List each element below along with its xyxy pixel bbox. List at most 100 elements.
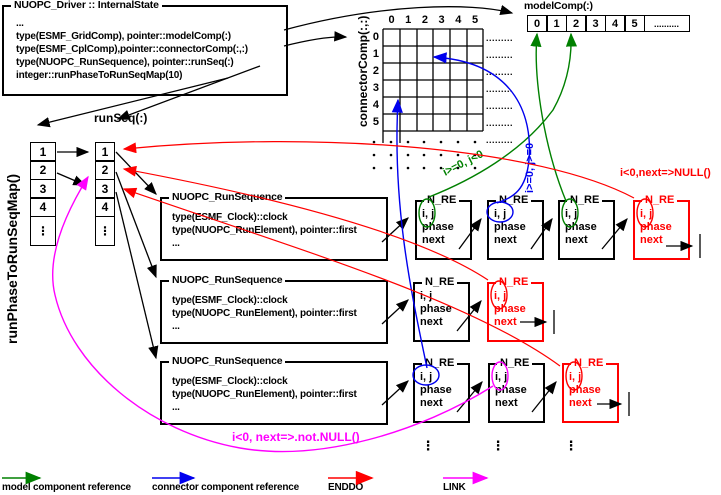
runseq-array: 1 2 3 4 ⋮ xyxy=(95,141,115,246)
nre-field: phase xyxy=(565,221,597,233)
link-condition-label: i<0, next=>.not.NULL() xyxy=(232,430,360,444)
nre-box-title: N_RE xyxy=(497,357,533,369)
driver-box-body: ... type(ESMF_GridComp), pointer::modelC… xyxy=(16,17,248,82)
arrow-map2-to-runseq3 xyxy=(56,172,87,186)
grid-dot xyxy=(439,140,443,144)
grid-row-header: 5 xyxy=(372,116,379,128)
grid-dot xyxy=(439,153,443,157)
nre-box-title: N_RE xyxy=(424,194,460,206)
nre-box-enddo: N_RE i, j phase next xyxy=(487,276,544,342)
array-cell: 1 xyxy=(95,141,115,162)
grid-col-header: 3 xyxy=(438,14,445,26)
connector-ref-condition-label: i>=0, j>=0 xyxy=(524,142,536,194)
nre-field: phase xyxy=(640,221,672,233)
grid-dot xyxy=(406,166,410,170)
nre-box-enddo: N_RE i, j phase next xyxy=(633,194,690,260)
grid-dot xyxy=(389,153,393,157)
grid-dot xyxy=(389,140,393,144)
run-sequence-body: type(ESMF_Clock)::clock type(NUOPC_RunEl… xyxy=(172,375,357,414)
enddo-condition-label: i<0,next=>NULL() xyxy=(620,167,711,179)
run-sequence-line: type(NUOPC_RunElement), pointer::first xyxy=(172,225,357,236)
nre-field: i, j xyxy=(422,208,435,220)
nre-field: phase xyxy=(569,384,601,396)
legend-enddo-label: ENDDO xyxy=(328,482,364,493)
array-cell: ⋮ xyxy=(95,215,115,246)
nre-field: next xyxy=(420,397,443,409)
nre-box-title: N_RE xyxy=(496,276,532,288)
legend-link-label: LINK xyxy=(443,482,466,493)
run-sequence-body: type(ESMF_Clock)::clock type(NUOPC_RunEl… xyxy=(172,211,357,250)
array-cell: ⋮ xyxy=(30,215,56,246)
runphasemap-label: runPhaseToRunSeqMap() xyxy=(4,173,20,345)
nre-box-enddo: N_RE i, j phase next xyxy=(562,357,619,423)
nre-field: i, j xyxy=(494,208,507,220)
grid-dot xyxy=(406,153,410,157)
arrow-driver-to-connectorcomp xyxy=(283,31,348,47)
nre-field: phase xyxy=(495,384,527,396)
nre-box: N_RE i, j phase next xyxy=(413,276,470,342)
grid-row-header: 2 xyxy=(372,65,379,77)
run-sequence-line: ... xyxy=(172,402,180,413)
run-sequence-line: ... xyxy=(172,321,180,332)
modelcomp-cell: 2 xyxy=(565,15,587,32)
modelcomp-cell: 4 xyxy=(604,15,626,32)
nre-field: phase xyxy=(422,221,454,233)
grid-row-header: 1 xyxy=(372,48,379,60)
nre-field: i, j xyxy=(494,290,507,302)
connectorcomp-grid xyxy=(382,28,484,143)
runphasemap-array: 1 2 3 4 ⋮ xyxy=(30,141,56,246)
nre-field: i, j xyxy=(640,208,653,220)
grid-row-dash: ......... xyxy=(486,101,514,111)
grid-row-header: 4 xyxy=(372,99,379,111)
arrow-runseq1-to-sequence1 xyxy=(115,151,157,195)
runseq-label: runSeq(:) xyxy=(94,111,148,125)
nre-box: N_RE i, j phase next xyxy=(413,357,470,423)
run-sequence-line: type(NUOPC_RunElement), pointer::first xyxy=(172,389,357,400)
nre-field: phase xyxy=(420,303,452,315)
nre-field: i, j xyxy=(565,208,578,220)
modelcomp-cell: 3 xyxy=(585,15,606,32)
grid-col-header: 0 xyxy=(388,14,395,26)
driver-box-title: NUOPC_Driver :: InternalState xyxy=(11,0,162,11)
grid-row-dash: ......... xyxy=(486,84,514,94)
run-sequence-title: NUOPC_RunSequence xyxy=(169,274,286,286)
green-arrow-to-modelcomp-0 xyxy=(530,32,567,202)
nre-field: next xyxy=(640,234,663,246)
nre-field: i, j xyxy=(420,290,433,302)
nre-box: N_RE i, j phase next xyxy=(415,194,472,260)
grid-col-header: 4 xyxy=(455,14,462,26)
grid-dot xyxy=(372,140,376,144)
run-sequence-line: ... xyxy=(172,238,180,249)
nre-box-title: N_RE xyxy=(422,357,458,369)
array-cell: 3 xyxy=(30,178,56,199)
modelcomp-cell: 1 xyxy=(546,15,567,32)
grid-row-dash: ......... xyxy=(486,67,514,77)
run-sequence-box-1: NUOPC_RunSequence type(ESMF_Clock)::cloc… xyxy=(160,191,388,261)
grid-dot xyxy=(473,166,477,170)
arrow-runseq3-to-sequence3 xyxy=(115,191,159,360)
run-sequence-line: type(ESMF_Clock)::clock xyxy=(172,212,288,223)
nre-field: next xyxy=(569,397,592,409)
continuation-dots: ⋮ xyxy=(564,438,578,453)
model-ref-condition-label: i>=0, j<0 xyxy=(441,148,486,179)
nre-field: phase xyxy=(494,221,526,233)
nre-box-title: N_RE xyxy=(571,357,607,369)
grid-row-dash: ......... xyxy=(486,33,514,43)
grid-row-dash: ......... xyxy=(486,135,514,145)
nre-field: next xyxy=(422,234,445,246)
array-cell: 2 xyxy=(30,160,56,180)
nre-box-title: N_RE xyxy=(642,194,678,206)
red-arrow-r1-to-runseq1 xyxy=(122,140,635,199)
nre-box: N_RE i, j phase next xyxy=(558,194,615,260)
driver-line: type(ESMF_CplComp),pointer::connectorCom… xyxy=(16,44,248,55)
nre-box-title: N_RE xyxy=(567,194,603,206)
modelcomp-array: 0 1 2 3 4 5.......... xyxy=(526,15,690,32)
run-sequence-line: type(ESMF_Clock)::clock xyxy=(172,295,288,306)
array-cell: 2 xyxy=(95,160,115,180)
grid-dot xyxy=(422,153,426,157)
array-cell: 1 xyxy=(30,141,56,162)
driver-line: integer::runPhaseToRunSeqMap(10) xyxy=(16,70,183,81)
run-sequence-body: type(ESMF_Clock)::clock type(NUOPC_RunEl… xyxy=(172,294,357,333)
grid-col-header: 5 xyxy=(471,14,479,26)
